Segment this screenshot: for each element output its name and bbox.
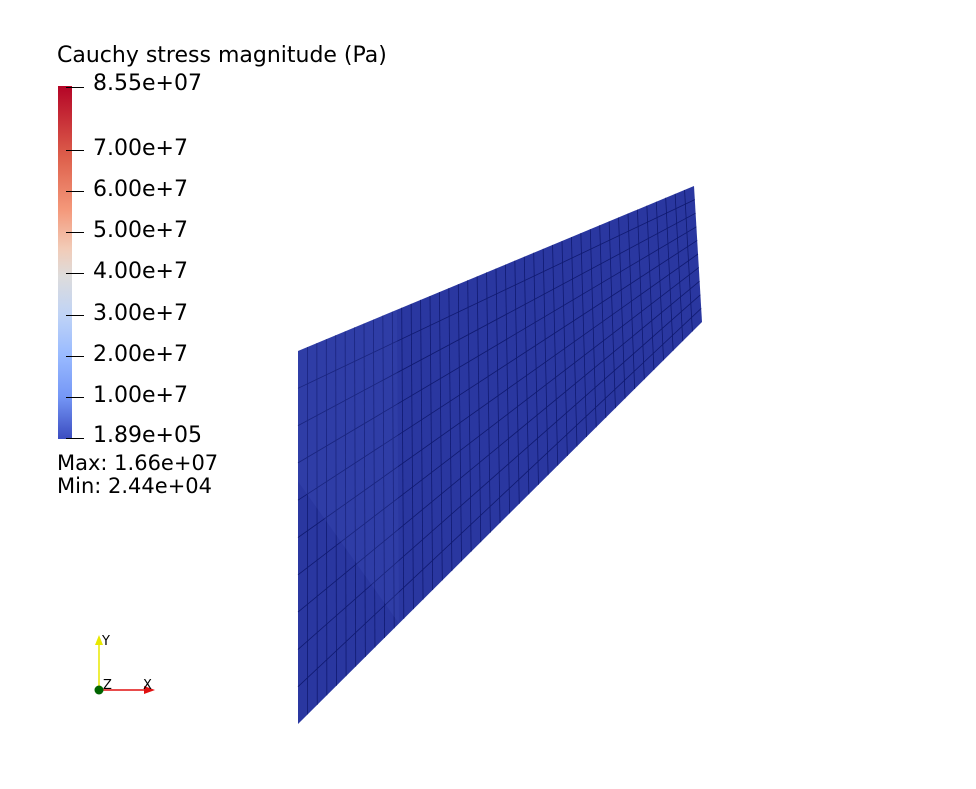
colorbar <box>58 86 72 439</box>
colorbar-tick-label: 7.00e+7 <box>93 136 188 161</box>
mesh-edge <box>297 280 700 613</box>
mesh-edge <box>297 199 695 389</box>
mesh-edge <box>297 212 696 426</box>
colorbar-tick-label: 1.00e+7 <box>93 383 188 408</box>
mesh-edge <box>297 267 700 576</box>
x-axis-arrow <box>144 686 155 694</box>
mesh-edge <box>297 294 701 650</box>
y-axis-arrow <box>95 635 103 645</box>
mesh-highlight <box>298 309 399 624</box>
min-value-label: Min: 2.44e+04 <box>57 474 213 498</box>
mesh-edge <box>297 253 699 538</box>
colorbar-tick <box>66 273 84 274</box>
mesh-edge <box>297 240 698 501</box>
y-axis-label: Y <box>101 634 110 649</box>
orientation-axes: Y Z X <box>94 634 155 695</box>
max-value-label: Max: 1.66e+07 <box>57 451 219 475</box>
colorbar-tick-label-max: 8.55e+07 <box>93 71 202 96</box>
mesh-face <box>298 186 702 724</box>
colorbar-tick-label: 5.00e+7 <box>93 218 188 243</box>
mesh-edge <box>297 226 697 464</box>
mesh-edge <box>297 308 702 687</box>
colorbar-tick-label: 4.00e+7 <box>93 259 188 284</box>
colorbar-tick <box>66 397 84 398</box>
z-axis-label: Z <box>103 678 112 693</box>
z-axis-dot <box>94 685 104 695</box>
colorbar-tick <box>66 87 84 88</box>
colorbar-tick <box>66 438 84 439</box>
colorbar-tick <box>66 150 84 151</box>
colorbar-tick-label: 6.00e+7 <box>93 177 188 202</box>
colorbar-tick <box>66 356 84 357</box>
colorbar-tick <box>66 315 84 316</box>
colorbar-tick <box>66 191 84 192</box>
x-axis-label: X <box>143 678 152 693</box>
colorbar-tick <box>66 232 84 233</box>
colorbar-tick-label-min: 1.89e+05 <box>93 423 202 448</box>
colorbar-tick-label: 2.00e+7 <box>93 342 188 367</box>
stress-mesh-surface <box>297 186 702 724</box>
colorbar-tick-label: 3.00e+7 <box>93 301 188 326</box>
colorbar-title: Cauchy stress magnitude (Pa) <box>57 43 387 68</box>
